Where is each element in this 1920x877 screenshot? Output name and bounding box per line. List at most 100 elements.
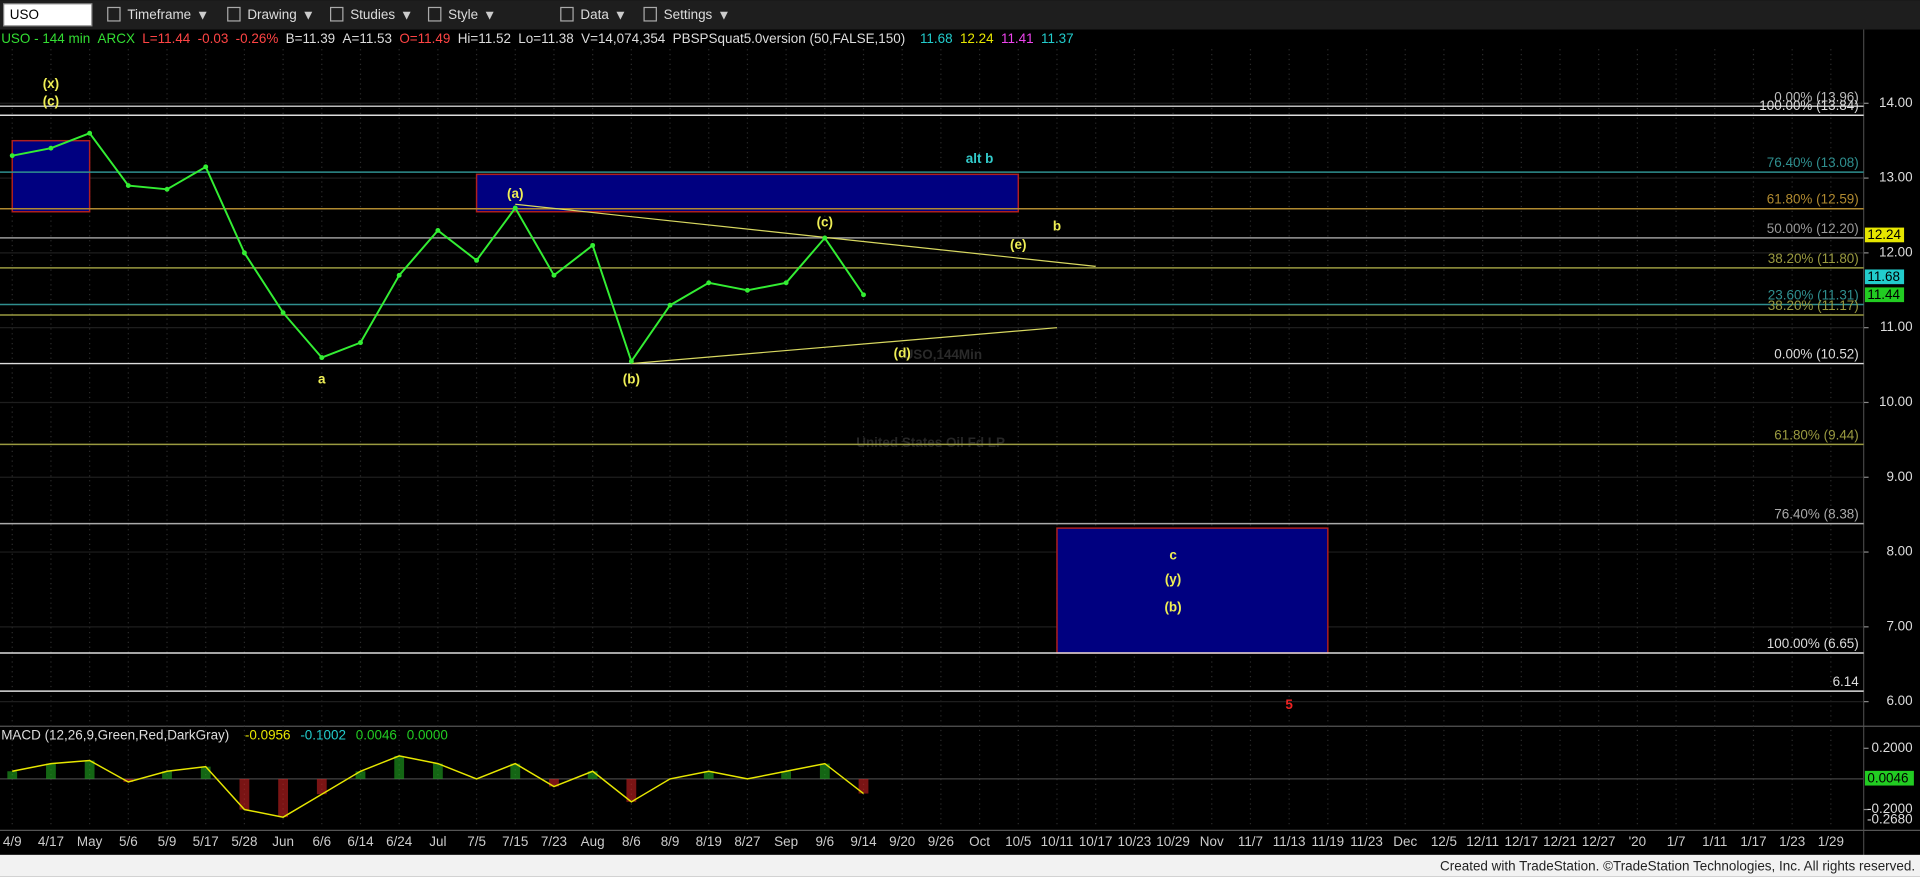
x-tick-label: 1/29 [1818,834,1844,849]
dropdown-arrow[interactable]: ▼ [614,8,627,23]
price-point [9,153,15,159]
wave-label: a [318,372,326,387]
x-tick-label: 9/14 [850,834,877,849]
price-point [125,183,131,189]
price-point [241,250,247,256]
toolbar-icon[interactable] [643,6,657,22]
x-tick-label: 5/6 [119,834,138,849]
header-item: B=11.39 [286,31,336,46]
wave-label: b [1053,218,1061,233]
header-item: ARCX [98,31,135,46]
wave-label: c [1169,547,1177,562]
dropdown-arrow[interactable]: ▼ [483,8,496,23]
x-tick-label: 7/23 [541,834,567,849]
macd-bar [46,763,56,779]
toolbar-icon[interactable] [107,6,121,22]
trendline [631,327,1058,365]
zone [1056,527,1329,654]
x-tick-label: 7/5 [467,834,486,849]
symbol-box[interactable] [3,3,93,27]
symbol-input[interactable]: USO [10,7,39,22]
toolbar-icon[interactable] [427,6,442,22]
x-tick-label: 5/9 [158,834,177,849]
macd-bar [626,778,637,802]
wave-label: (c) [43,93,59,108]
x-tick-label: 12/5 [1431,834,1457,849]
header-item: PBSPSquat5.0version (50,FALSE,150) [673,31,906,46]
price-point [474,257,480,263]
level-label: 38.20% (11.80) [1768,251,1859,266]
y-tick-label: 11.00 [1880,319,1913,334]
level-label: 50.00% (12.20) [1767,221,1859,236]
price-marker-label: 12.24 [1867,227,1901,242]
x-tick-label: 12/17 [1504,834,1538,849]
x-tick-label: 12/21 [1543,834,1577,849]
toolbar-icon[interactable] [227,6,241,22]
x-tick-label: 4/17 [38,834,64,849]
zone [11,139,91,213]
price-point [861,292,866,298]
macd-bar [781,771,792,779]
dropdown-arrow[interactable]: ▼ [717,8,730,23]
price-marker-label: 11.68 [1867,269,1900,284]
y-tick-label: 0.2000 [1871,740,1912,755]
header-item: V=14,074,354 [581,31,666,46]
macd-bar [819,763,830,779]
price-point [667,302,673,308]
toolbar-icon[interactable] [330,6,344,22]
macd-line [12,755,864,818]
header-item: A=11.53 [343,31,392,46]
x-tick-label: Oct [969,834,990,849]
toolbar-icon[interactable] [560,6,574,22]
macd-bar [84,760,95,779]
trendline [515,203,1096,267]
x-tick-label: 8/6 [622,834,641,849]
macd-bar [7,771,18,779]
macd-marker-label: -0.2680 [1867,811,1913,826]
price-point [628,358,634,364]
x-tick-label: Sep [774,834,798,849]
price-marker [1864,269,1905,285]
macd-bar [703,771,714,779]
dropdown-arrow[interactable]: ▼ [196,8,209,23]
macd-reading: -0.0956 [245,728,291,743]
wave-label: (e) [1010,237,1026,252]
header-item: L=11.44 [142,31,191,46]
toolbar-button[interactable]: Style [448,7,478,22]
x-tick-label: 11/7 [1238,834,1263,849]
x-tick-label: 1/17 [1740,834,1766,849]
dropdown-arrow[interactable]: ▼ [302,8,315,23]
dropdown-arrow[interactable]: ▼ [400,8,413,23]
wave-label: (x) [43,76,59,91]
y-tick-label: 9.00 [1886,469,1912,484]
toolbar-button[interactable]: Data [580,7,609,22]
x-tick-label: 1/23 [1779,834,1805,849]
x-tick-label: 7/15 [502,834,528,849]
x-tick-label: May [77,834,103,849]
toolbar-button[interactable]: Settings [664,7,713,22]
macd-bar [162,771,172,779]
y-tick-label: 7.00 [1886,618,1912,633]
header-item: 11.68 [920,31,953,46]
toolbar-button[interactable]: Timeframe [127,7,191,22]
watermark-symbol: USO,144Min [904,347,983,362]
x-tick-label: 8/27 [734,834,760,849]
x-tick-label: 9/20 [889,834,915,849]
toolbar-button[interactable]: Drawing [247,7,296,22]
price-point [203,164,209,170]
wave-label: (a) [507,186,523,201]
macd-bar [123,778,134,782]
price-point [48,145,54,151]
x-tick-label: 9/6 [815,834,834,849]
header-item: 11.37 [1041,31,1074,46]
header-item: Lo=11.38 [518,31,574,46]
x-tick-label: 10/29 [1156,834,1190,849]
x-tick-label: Aug [581,834,605,849]
x-tick-label: Jun [272,834,294,849]
level-label: 0.00% (10.52) [1774,347,1859,362]
x-tick-label: 10/23 [1118,834,1152,849]
level-label: 100.00% (6.65) [1767,636,1859,651]
toolbar-button[interactable]: Studies [350,7,395,22]
x-tick-label: 5/17 [193,834,219,849]
